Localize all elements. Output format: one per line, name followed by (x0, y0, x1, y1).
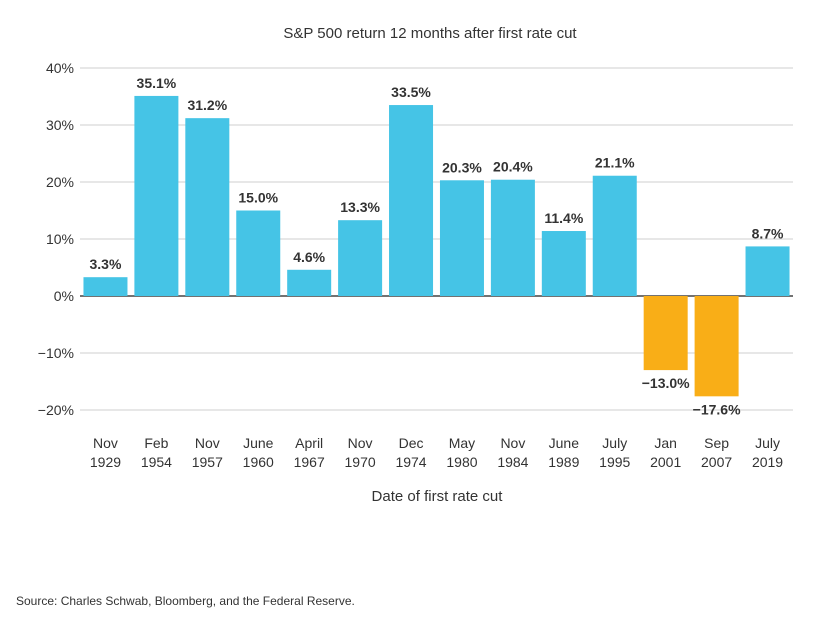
x-tick-month: Feb (144, 435, 168, 451)
bar-chart: S&P 500 return 12 months after first rat… (38, 25, 793, 505)
x-tick-month: Nov (500, 435, 525, 451)
x-tick-month: April (295, 435, 323, 451)
data-label: −13.0% (642, 375, 690, 391)
x-tick-year: 1967 (294, 454, 325, 470)
data-label: 33.5% (391, 84, 431, 100)
bar (490, 179, 535, 296)
x-tick-month: June (549, 435, 580, 451)
bar (134, 95, 179, 297)
data-label: 3.3% (90, 256, 122, 272)
data-label: 20.3% (442, 159, 482, 175)
x-tick-label: Nov 1929 (90, 435, 121, 470)
x-tick-month: Nov (195, 435, 220, 451)
x-tick-month: Nov (348, 435, 373, 451)
data-label: 4.6% (293, 249, 325, 265)
x-tick-year: 2007 (701, 454, 732, 470)
y-tick-label: 10% (46, 231, 74, 247)
bars (83, 95, 790, 397)
x-tick-month: Dec (399, 435, 424, 451)
data-label: 20.4% (493, 159, 533, 175)
x-tick-label: Nov 1970 (345, 435, 376, 470)
x-tick-year: 2019 (752, 454, 783, 470)
x-tick-year: 1980 (446, 454, 477, 470)
x-tick-label: Nov 1984 (497, 435, 528, 470)
x-tick-label: April 1967 (294, 435, 325, 470)
x-tick-label: Jan 2001 (650, 435, 681, 470)
data-label: 21.1% (595, 155, 635, 171)
x-tick-label: Sep 2007 (701, 435, 732, 470)
x-tick-month: June (243, 435, 274, 451)
y-tick-label: 0% (54, 288, 74, 304)
x-tick-label: July 1995 (599, 435, 630, 470)
bar (439, 180, 484, 296)
data-labels: 3.3% 35.1% 31.2% 15.0% 4.6% 13.3% 33.5% 20.3% 20… (90, 75, 785, 417)
data-label: 15.0% (238, 190, 278, 206)
x-tick-label: June 1960 (243, 435, 274, 470)
bar (287, 269, 332, 296)
x-axis-title: Date of first rate cut (372, 488, 504, 505)
x-tick-year: 1960 (243, 454, 274, 470)
x-tick-month: Jan (654, 435, 677, 451)
bar (643, 296, 688, 371)
data-label: 11.4% (544, 210, 583, 226)
x-tick-year: 2001 (650, 454, 681, 470)
bar (185, 118, 230, 296)
x-tick-year: 1989 (548, 454, 579, 470)
x-tick-month: July (602, 435, 627, 451)
y-tick-label: −10% (38, 345, 74, 361)
x-tick-year: 1984 (497, 454, 528, 470)
x-tick-month: July (755, 435, 780, 451)
bar (236, 210, 281, 296)
x-tick-year: 1954 (141, 454, 172, 470)
x-tick-label: Dec 1974 (395, 435, 426, 470)
bar (592, 175, 637, 296)
x-tick-year: 1974 (395, 454, 426, 470)
bar (541, 231, 586, 296)
x-tick-month: May (449, 435, 475, 451)
bar (83, 277, 128, 296)
bar (389, 105, 434, 296)
data-label: 13.3% (340, 199, 380, 215)
x-tick-year: 1957 (192, 454, 223, 470)
y-tick-label: −20% (38, 402, 74, 418)
x-tick-label: June 1989 (548, 435, 579, 470)
data-label: 31.2% (187, 97, 227, 113)
y-tick-label: 40% (46, 60, 74, 76)
y-axis-ticks: 40% 30% 20% 10% 0% −10% −20% (38, 60, 74, 418)
data-label: 35.1% (137, 75, 177, 91)
bar (745, 246, 790, 296)
y-tick-label: 20% (46, 174, 74, 190)
x-tick-year: 1929 (90, 454, 121, 470)
bar (338, 220, 383, 296)
x-tick-year: 1970 (345, 454, 376, 470)
data-label: −17.6% (693, 401, 741, 417)
data-label: 8.7% (752, 225, 784, 241)
x-tick-label: Feb 1954 (141, 435, 172, 470)
x-axis-ticks: Nov 1929 Feb 1954 Nov 1957 June 1960 April 1967 No… (90, 435, 783, 470)
chart-title: S&P 500 return 12 months after first rat… (283, 25, 577, 42)
y-tick-label: 30% (46, 117, 74, 133)
bar (694, 296, 739, 397)
x-tick-label: July 2019 (752, 435, 783, 470)
x-tick-year: 1995 (599, 454, 630, 470)
x-tick-label: Nov 1957 (192, 435, 223, 470)
source-note: Source: Charles Schwab, Bloomberg, and t… (16, 594, 355, 608)
x-tick-month: Nov (93, 435, 118, 451)
x-tick-month: Sep (704, 435, 729, 451)
x-tick-label: May 1980 (446, 435, 477, 470)
